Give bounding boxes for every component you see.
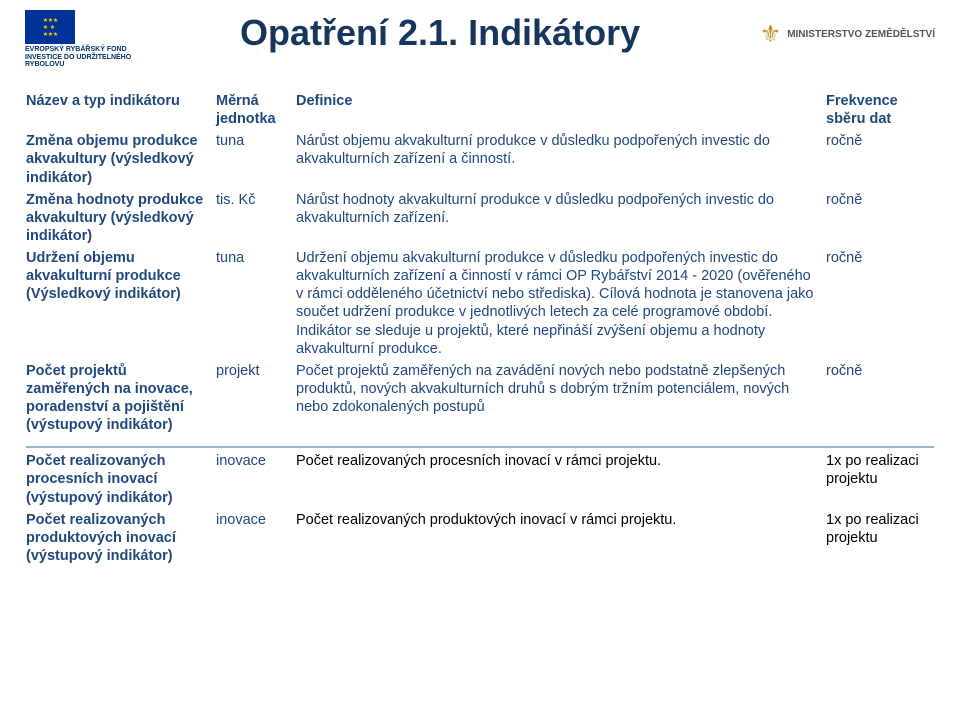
separator-line xyxy=(26,446,934,448)
cell-def: Počet realizovaných produktových inovací… xyxy=(290,509,820,567)
cell-unit: projekt xyxy=(210,360,290,437)
table-row: Počet realizovaných procesních inovací (… xyxy=(20,450,940,508)
cell-def: Udržení objemu akvakulturní produkce v d… xyxy=(290,247,820,360)
cell-name: Počet realizovaných produktových inovací… xyxy=(20,509,210,567)
cell-def: Nárůst objemu akvakulturní produkce v dů… xyxy=(290,130,820,188)
eu-fund-line3: RYBOLOVU xyxy=(25,61,64,68)
cell-unit: tis. Kč xyxy=(210,189,290,247)
indicators-table: Název a typ indikátoru Měrná jednotka De… xyxy=(20,90,940,567)
cell-freq: ročně xyxy=(820,247,940,360)
col-header-unit: Měrná jednotka xyxy=(210,90,290,130)
table-header-row: Název a typ indikátoru Měrná jednotka De… xyxy=(20,90,940,130)
ministry-text: MINISTERSTVO ZEMĚDĚLSTVÍ xyxy=(787,29,935,40)
eu-flag-icon: ★ ★ ★★ ★★ ★ ★ xyxy=(25,10,75,44)
cell-unit: tuna xyxy=(210,247,290,360)
cell-freq: 1x po realizaci projektu xyxy=(820,450,940,508)
eu-fund-line2: INVESTICE DO UDRŽITELNÉHO xyxy=(25,54,131,61)
cell-name: Změna hodnoty produkce akvakultury (výsl… xyxy=(20,189,210,247)
cell-def: Počet projektů zaměřených na zavádění no… xyxy=(290,360,820,437)
table-row: Počet projektů zaměřených na inovace, po… xyxy=(20,360,940,437)
cell-def: Nárůst hodnoty akvakulturní produkce v d… xyxy=(290,189,820,247)
eu-fund-text: EVROPSKÝ RYBÁŘSKÝ FOND INVESTICE DO UDRŽ… xyxy=(25,46,131,69)
col-header-name: Název a typ indikátoru xyxy=(20,90,210,130)
cell-name: Změna objemu produkce akvakultury (výsle… xyxy=(20,130,210,188)
cell-freq: ročně xyxy=(820,360,940,437)
table-row: Počet realizovaných produktových inovací… xyxy=(20,509,940,567)
eu-fund-logo: ★ ★ ★★ ★★ ★ ★ EVROPSKÝ RYBÁŘSKÝ FOND INV… xyxy=(25,10,131,69)
cell-unit: inovace xyxy=(210,509,290,567)
table-row: Změna objemu produkce akvakultury (výsle… xyxy=(20,130,940,188)
col-header-def: Definice xyxy=(290,90,820,130)
cell-freq: ročně xyxy=(820,189,940,247)
cell-freq: ročně xyxy=(820,130,940,188)
col-header-freq: Frekvence sběru dat xyxy=(820,90,940,130)
cell-name: Počet projektů zaměřených na inovace, po… xyxy=(20,360,210,437)
cell-name: Počet realizovaných procesních inovací (… xyxy=(20,450,210,508)
cell-unit: inovace xyxy=(210,450,290,508)
table-row: Udržení objemu akvakulturní produkce (Vý… xyxy=(20,247,940,360)
slide-title: Opatření 2.1. Indikátory xyxy=(240,12,640,54)
cell-unit: tuna xyxy=(210,130,290,188)
ministry-logo: ⚜ MINISTERSTVO ZEMĚDĚLSTVÍ xyxy=(760,20,935,49)
cell-def: Počet realizovaných procesních inovací v… xyxy=(290,450,820,508)
header-bar: ★ ★ ★★ ★★ ★ ★ EVROPSKÝ RYBÁŘSKÝ FOND INV… xyxy=(0,0,960,90)
ministry-emblem-icon: ⚜ xyxy=(760,20,782,49)
cell-name: Udržení objemu akvakulturní produkce (Vý… xyxy=(20,247,210,360)
separator-row xyxy=(20,436,940,450)
eu-fund-line1: EVROPSKÝ RYBÁŘSKÝ FOND xyxy=(25,46,127,53)
table-row: Změna hodnoty produkce akvakultury (výsl… xyxy=(20,189,940,247)
cell-freq: 1x po realizaci projektu xyxy=(820,509,940,567)
